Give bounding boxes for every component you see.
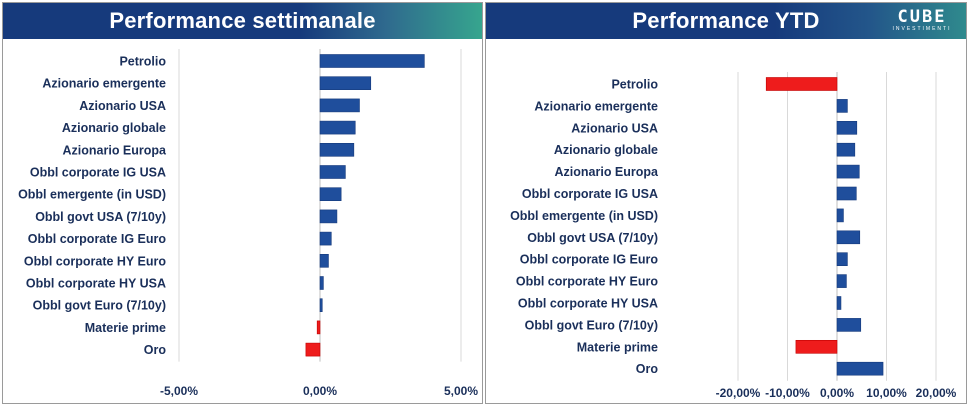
- category-label: Obbl govt USA (7/10y): [527, 231, 658, 245]
- category-label: Azionario emergente: [42, 77, 166, 91]
- category-label: Materie prime: [577, 340, 658, 354]
- category-label: Materie prime: [85, 321, 166, 335]
- bar: [836, 99, 848, 113]
- logo-word: CUBE: [897, 7, 947, 27]
- bar: [836, 186, 857, 201]
- x-tick-label: 0,00%: [820, 386, 854, 400]
- bar: [765, 77, 838, 91]
- bar: [836, 318, 862, 332]
- category-label: Obbl corporate HY Euro: [516, 275, 659, 289]
- bar: [305, 342, 321, 357]
- category-label: Oro: [636, 362, 659, 376]
- category-label: Obbl emergente (in USD): [18, 188, 166, 202]
- ytd-chart-title: Performance YTD: [486, 3, 966, 39]
- x-tick-label: 5,00%: [444, 384, 478, 398]
- category-label: Obbl corporate IG USA: [30, 166, 166, 180]
- category-label: Oro: [144, 343, 167, 357]
- weekly-performance-chart: -5,00% 0,00% 5,00% Petrolio Azionario emerge…: [18, 49, 478, 398]
- bar: [319, 276, 324, 290]
- logo-subtitle: INVESTIMENTI: [892, 26, 952, 32]
- bar: [836, 274, 847, 288]
- category-label: Azionario Europa: [63, 143, 168, 157]
- category-label: Obbl corporate IG USA: [522, 187, 658, 201]
- bar: [836, 121, 858, 135]
- category-label: Obbl corporate HY USA: [26, 277, 166, 291]
- bar: [319, 231, 332, 246]
- category-label: Obbl corporate IG Euro: [520, 253, 659, 267]
- x-tick-label: 10,00%: [866, 386, 907, 400]
- bar: [836, 296, 842, 310]
- bar: [319, 76, 372, 91]
- x-tick-label: 20,00%: [916, 386, 957, 400]
- category-label: Obbl corporate IG Euro: [28, 232, 167, 246]
- x-tick-label: -10,00%: [765, 386, 810, 400]
- weekly-chart-title: Performance settimanale: [3, 3, 482, 39]
- bar: [316, 320, 321, 335]
- bar: [836, 208, 844, 223]
- bar: [319, 143, 355, 157]
- bar: [319, 209, 338, 224]
- category-label: Azionario emergente: [534, 99, 658, 113]
- bar: [319, 165, 346, 179]
- bar: [319, 254, 329, 268]
- category-label: Azionario globale: [62, 121, 166, 135]
- x-tick-label: -5,00%: [160, 384, 198, 398]
- x-tick-label: 0,00%: [303, 384, 337, 398]
- category-label: Petrolio: [611, 78, 658, 92]
- x-tick-label: -20,00%: [716, 386, 761, 400]
- bar: [319, 187, 342, 201]
- bar: [836, 230, 861, 245]
- bar: [836, 252, 848, 266]
- category-label: Azionario USA: [79, 99, 166, 113]
- bar: [319, 298, 323, 313]
- bar: [319, 54, 425, 68]
- bar: [319, 120, 356, 135]
- ytd-performance-chart: -20,00% -10,00% 0,00% 10,00% 20,00% Petrolio A…: [510, 72, 957, 400]
- weekly-performance-panel: Performance settimanale -5,00% 0,00% 5,00%…: [2, 2, 483, 404]
- category-label: Obbl govt Euro (7/10y): [33, 299, 166, 313]
- ytd-performance-panel: Performance YTD CUBE INVESTIMENTI -20,00…: [485, 2, 967, 404]
- bar: [836, 361, 884, 376]
- category-label: Azionario USA: [571, 121, 658, 135]
- category-label: Obbl corporate HY USA: [518, 297, 658, 311]
- bar: [319, 98, 360, 113]
- category-label: Obbl emergente (in USD): [510, 209, 658, 223]
- category-label: Azionario Europa: [555, 165, 660, 179]
- bar: [836, 142, 856, 157]
- bar: [836, 164, 860, 179]
- bar: [795, 339, 838, 354]
- cube-logo: CUBE INVESTIMENTI: [888, 8, 956, 36]
- category-label: Obbl corporate HY Euro: [24, 254, 167, 268]
- category-label: Obbl govt Euro (7/10y): [525, 318, 658, 332]
- category-label: Petrolio: [119, 55, 166, 69]
- category-label: Azionario globale: [554, 143, 658, 157]
- category-label: Obbl govt USA (7/10y): [35, 210, 166, 224]
